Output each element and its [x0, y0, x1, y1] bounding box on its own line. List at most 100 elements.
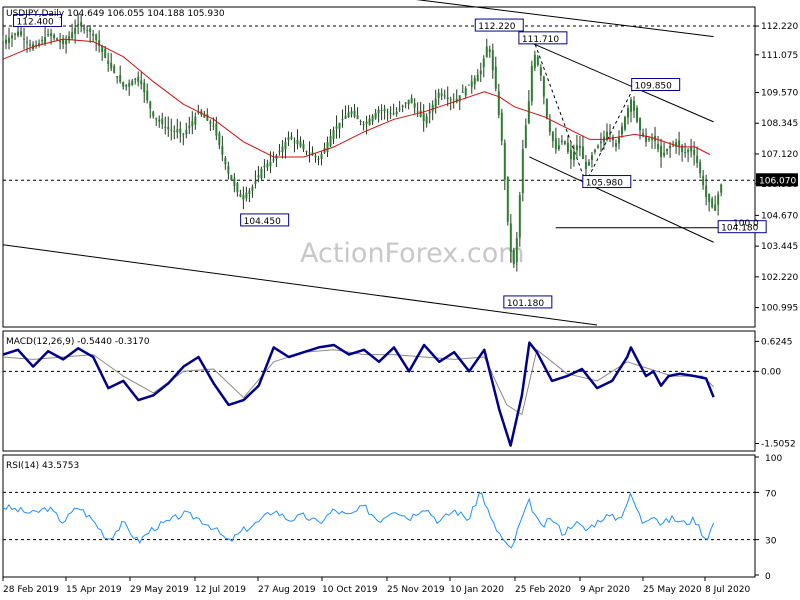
candle-body — [684, 152, 687, 154]
candle-body — [89, 28, 92, 33]
candle-body — [194, 116, 197, 125]
candle-body — [287, 137, 290, 141]
candle-body — [149, 101, 152, 109]
candle-body — [92, 34, 95, 36]
candle-body — [353, 110, 356, 117]
candle-body — [419, 110, 422, 117]
price-y-tick-label: 103.445 — [761, 242, 798, 252]
candle-body — [675, 141, 678, 147]
candle-body — [467, 84, 470, 86]
candle-body — [488, 49, 491, 53]
candle-body — [335, 126, 338, 129]
candle-body — [620, 126, 623, 135]
candle-body — [521, 149, 524, 194]
x-tick-label: 27 Aug 2019 — [258, 585, 316, 595]
candle-body — [104, 48, 107, 58]
price-annotation-box — [13, 14, 63, 28]
candle-body — [218, 133, 221, 146]
candle-body — [482, 58, 485, 68]
price-y-tick-label: 108.345 — [761, 119, 798, 129]
candle-body — [377, 109, 380, 114]
candle-body — [593, 149, 596, 152]
candle-body — [59, 40, 62, 43]
candle-body — [233, 178, 236, 187]
candle-body — [152, 111, 155, 117]
candle-body — [125, 84, 128, 87]
candle-body — [611, 136, 614, 141]
candle-body — [440, 93, 443, 96]
candle-body — [530, 65, 533, 102]
candle-body — [356, 115, 359, 120]
candle-body — [642, 133, 645, 137]
candle-body — [119, 75, 122, 83]
candle-body — [720, 184, 723, 193]
candle-body — [11, 35, 14, 39]
x-axis: 28 Feb 2019 15 Apr 2019 29 May 2019 12 Jul … — [2, 577, 750, 595]
candle-body — [476, 74, 479, 82]
candle-body — [71, 32, 74, 39]
candle-body — [711, 198, 714, 208]
macd-y-tick-label: -1.5052 — [761, 439, 796, 449]
candle-body — [77, 24, 80, 26]
x-tick-label: 25 Feb 2020 — [515, 585, 571, 595]
candle-body — [524, 125, 527, 148]
candle-body — [630, 99, 633, 112]
candle-body — [392, 113, 395, 115]
candle-body — [95, 34, 98, 40]
candle-body — [203, 114, 206, 118]
candle-body — [191, 121, 194, 127]
candle-body — [290, 136, 293, 140]
candle-body — [566, 142, 569, 152]
candle-body — [206, 114, 209, 121]
candle-body — [170, 129, 173, 131]
candle-body — [20, 31, 23, 36]
candle-body — [581, 146, 584, 160]
price-layer: 112.220 111.075 109.570 108.345 107.120 105.9… — [2, 0, 798, 326]
candle-body — [56, 38, 59, 41]
candle-body — [137, 76, 140, 82]
candle-body — [542, 76, 545, 97]
candle-body — [545, 99, 548, 118]
candle-body — [491, 50, 494, 71]
candle-body — [269, 161, 272, 167]
candle-body — [533, 54, 536, 69]
candle-body — [605, 131, 608, 140]
candle-body — [434, 98, 437, 108]
candle-body — [176, 129, 179, 133]
candle-body — [317, 158, 320, 160]
x-tick-label: 15 Apr 2019 — [66, 585, 122, 595]
candle-body — [636, 107, 639, 122]
candle-body — [645, 135, 648, 142]
candle-body — [696, 155, 699, 164]
candle-body — [341, 119, 344, 121]
trend-channel-line — [521, 38, 714, 123]
candle-body — [263, 165, 266, 168]
candle-body — [557, 145, 560, 150]
price-annotation-box — [582, 175, 632, 189]
rsi-y-tick-label: 100 — [765, 454, 782, 464]
candle-body — [536, 56, 539, 65]
candle-body — [648, 138, 651, 140]
candle-body — [518, 195, 521, 238]
candle-body — [182, 133, 185, 135]
candle-body — [278, 150, 281, 152]
candle-body — [479, 70, 482, 75]
candle-body — [693, 150, 696, 156]
candle-body — [308, 152, 311, 154]
candle-body — [44, 37, 47, 44]
candle-body — [146, 90, 149, 101]
candle-body — [179, 128, 182, 134]
candle-body — [53, 34, 56, 39]
candle-body — [41, 40, 44, 42]
price-annotation-label: 111.710 — [522, 35, 559, 45]
candle-body — [359, 120, 362, 122]
candle-body — [230, 175, 233, 181]
candle-body — [506, 176, 509, 222]
watermark: ActionForex.com — [300, 238, 525, 269]
candle-body — [128, 82, 131, 87]
candle-body — [254, 181, 257, 185]
candle-body — [473, 78, 476, 85]
candle-body — [395, 111, 398, 115]
